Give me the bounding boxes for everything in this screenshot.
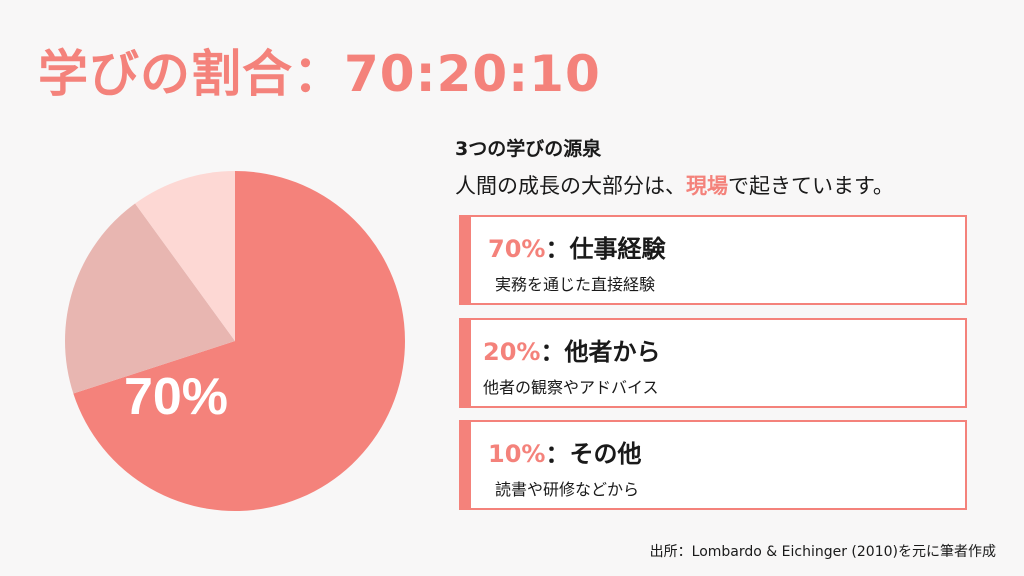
card-separator: ： — [545, 235, 570, 263]
card-description: 読書や研修などから — [495, 480, 640, 499]
info-heading: 3つの学びの源泉 — [455, 138, 602, 160]
card-percent: 20% — [483, 338, 541, 366]
pie-slice-2 — [65, 203, 235, 394]
info-sub-highlight: 現場 — [686, 174, 728, 198]
card-name: 仕事経験 — [569, 235, 666, 263]
card-other: 10%：その他 読書や研修などから — [459, 420, 967, 510]
page-title: 学びの割合：70:20:10 — [38, 45, 601, 103]
pie-label-70: 70% — [124, 368, 228, 426]
card-name: 他者から — [564, 338, 661, 366]
pie-slice-3 — [135, 171, 235, 341]
card-percent: 10% — [488, 440, 546, 468]
info-subtitle: 人間の成長の大部分は、現場で起きています。 — [455, 170, 894, 200]
card-work-experience: 70%：仕事経験 実務を通じた直接経験 — [459, 215, 967, 305]
card-description: 他者の観察やアドバイス — [483, 378, 659, 397]
card-from-others: 20%：他者から 他者の観察やアドバイス — [459, 318, 967, 408]
card-separator: ： — [545, 440, 570, 468]
pie-chart: 70% — [65, 171, 406, 511]
card-separator: ： — [540, 338, 565, 366]
card-percent: 70% — [488, 235, 546, 263]
card-heading: 20%：他者から — [483, 332, 660, 367]
source-footnote: 出所：Lombardo & Eichinger (2010)を元に筆者作成 — [649, 544, 996, 560]
card-name: その他 — [569, 440, 642, 468]
pie-slice-1 — [73, 171, 406, 511]
card-description: 実務を通じた直接経験 — [495, 275, 656, 294]
card-heading: 10%：その他 — [488, 434, 641, 469]
info-sub-before: 人間の成長の大部分は、 — [455, 174, 686, 198]
info-sub-after: で起きています。 — [728, 174, 894, 198]
card-heading: 70%：仕事経験 — [488, 229, 665, 264]
